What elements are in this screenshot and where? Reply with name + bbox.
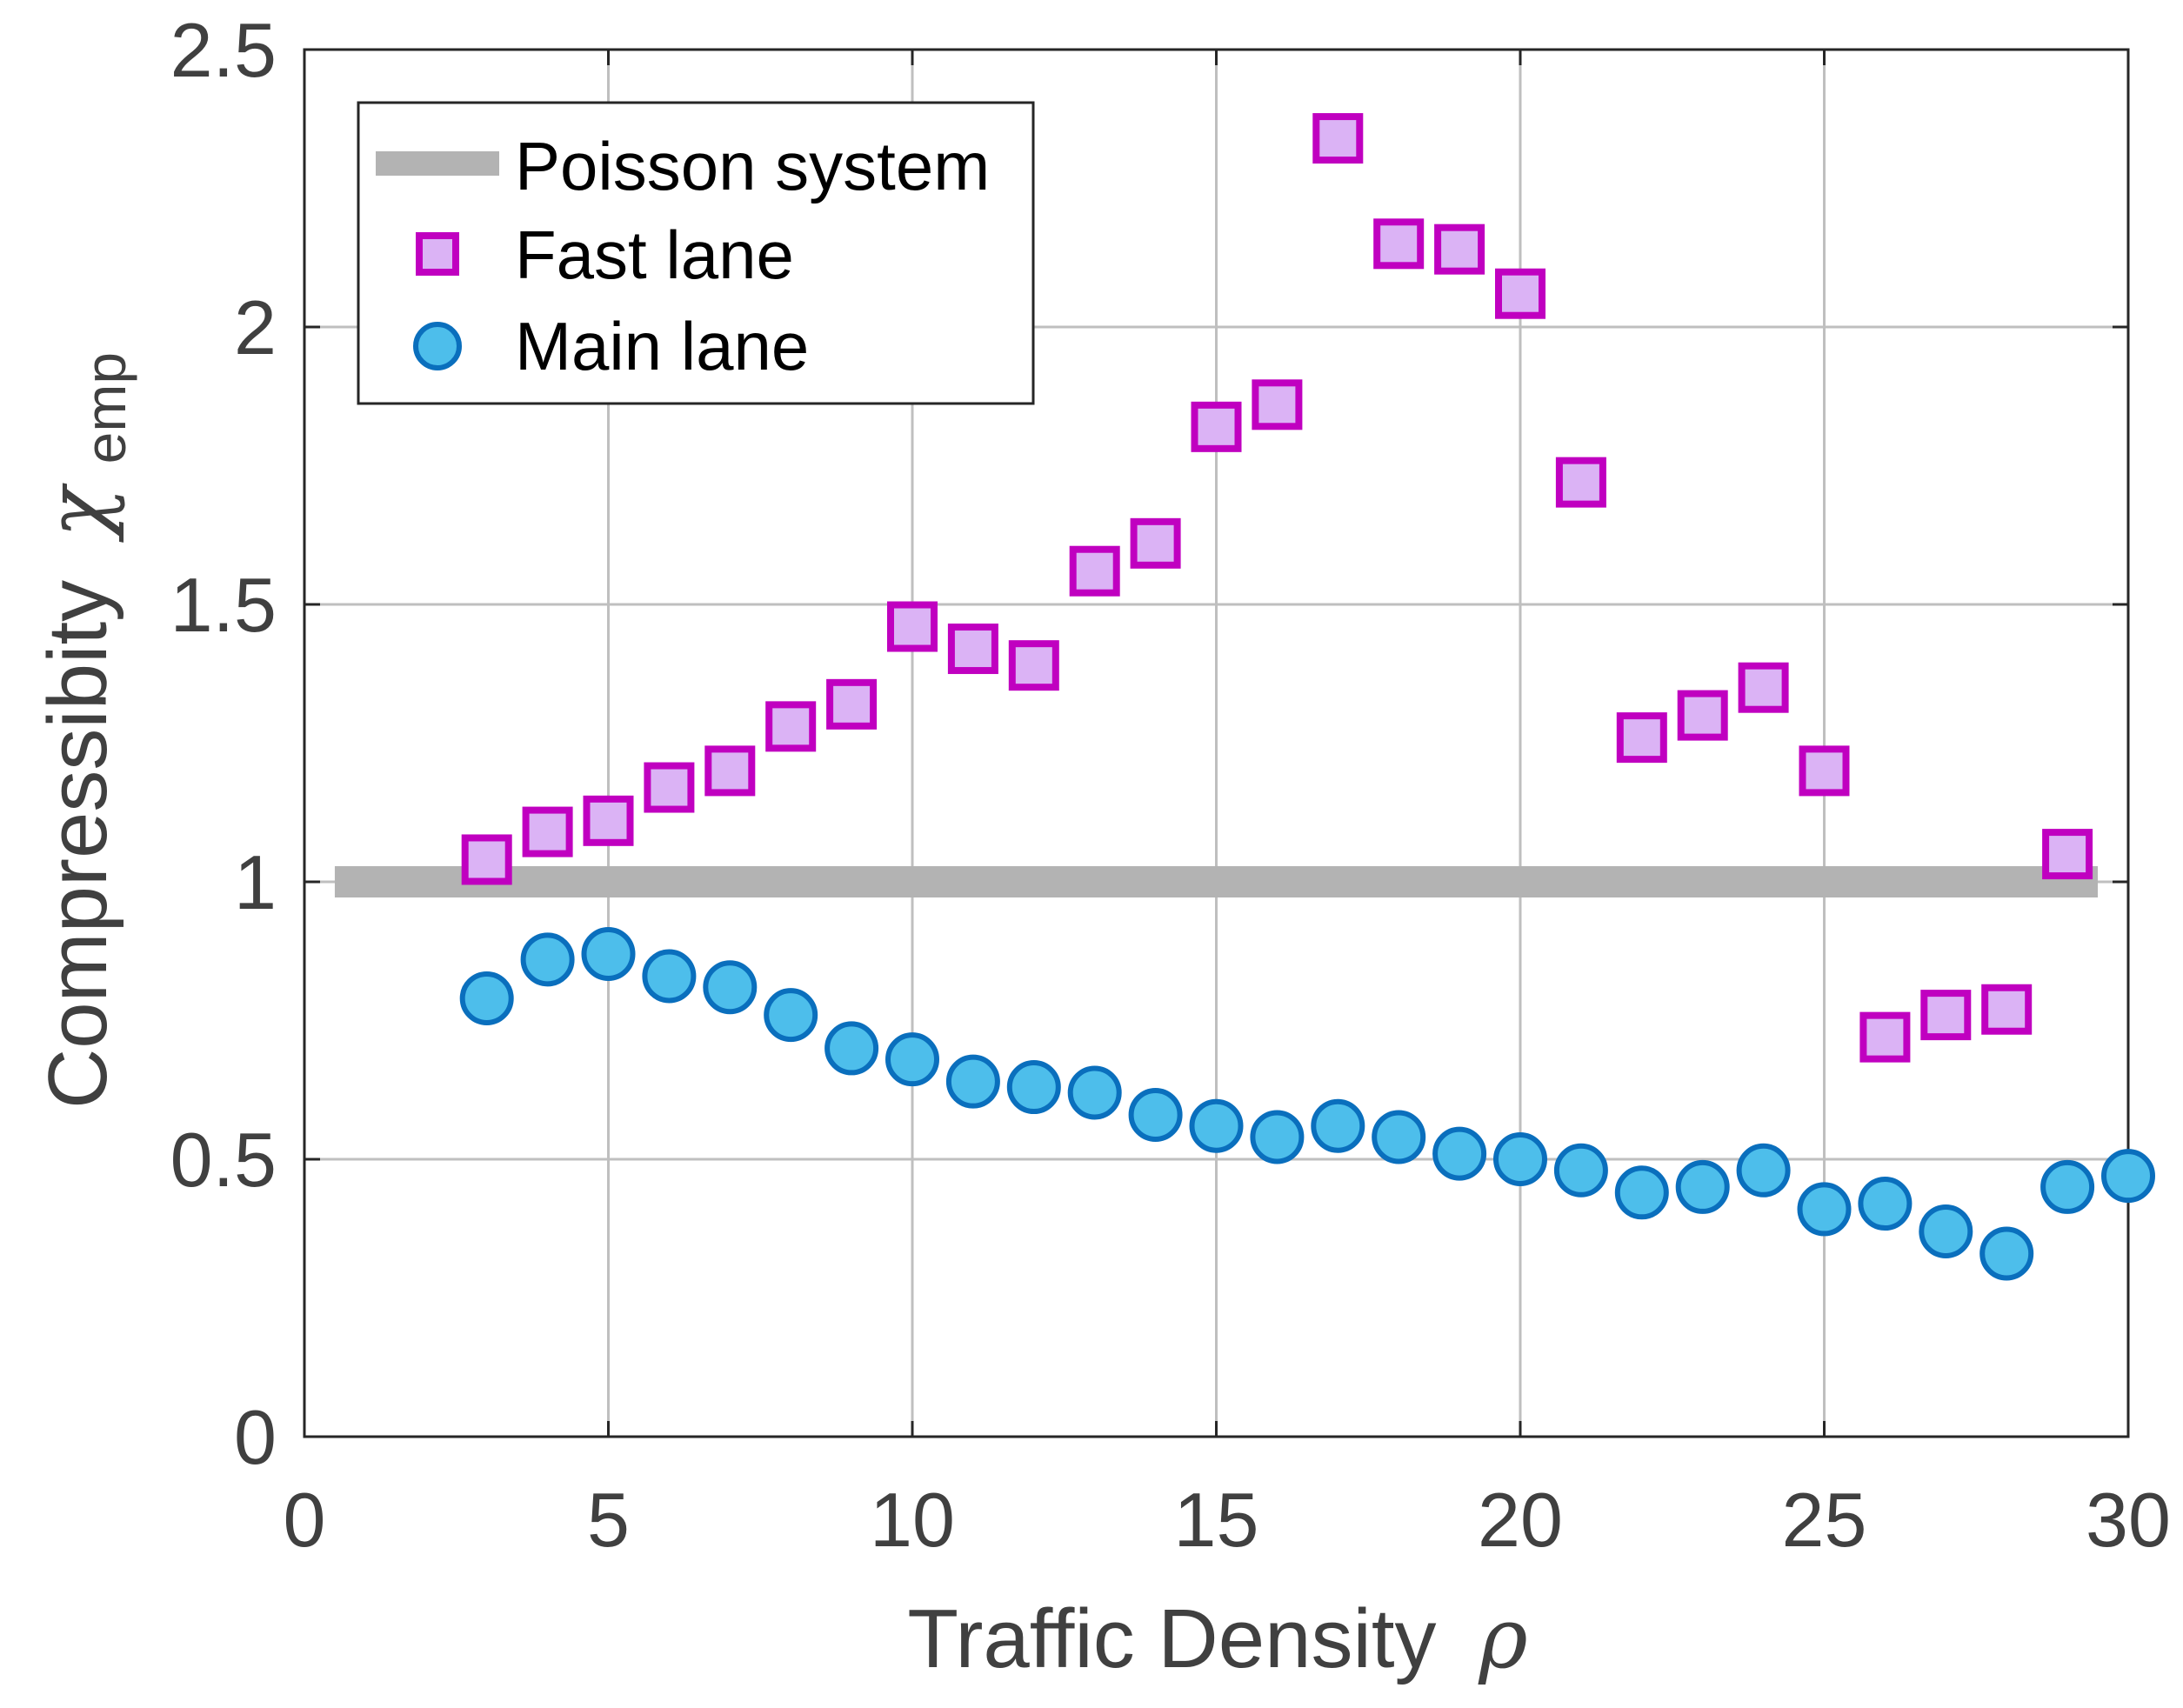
main-lane-point	[1006, 1060, 1061, 1115]
x-tick-label: 20	[1478, 1477, 1563, 1563]
main-lane-point	[1067, 1065, 1122, 1120]
main-lane-point	[2101, 1149, 2155, 1204]
fast-lane-point	[1555, 457, 1606, 508]
fast-lane-point	[2042, 829, 2093, 880]
y-axis-title-text: Compressibity	[31, 580, 124, 1109]
main-lane-point	[1493, 1132, 1547, 1186]
legend-fast-lane-label: Fast lane	[515, 217, 794, 293]
fast-lane-point	[1859, 1011, 1911, 1063]
x-tick-label: 0	[284, 1477, 326, 1563]
main-lane-point	[520, 932, 575, 987]
fast-lane-point	[826, 678, 878, 730]
main-lane-point	[885, 1032, 939, 1087]
fast-lane-point	[1069, 545, 1120, 597]
fast-lane-point	[1312, 113, 1364, 164]
main-lane-point	[1432, 1126, 1487, 1181]
main-lane-point	[1311, 1098, 1365, 1153]
fast-lane-point	[1616, 712, 1667, 764]
fast-lane-point	[1920, 990, 1972, 1041]
main-lane-point	[703, 960, 758, 1015]
fast-lane-point	[1008, 640, 1059, 691]
fast-lane-point	[1252, 379, 1303, 430]
x-tick-label: 15	[1174, 1477, 1259, 1563]
legend: Poisson system Fast lane Main lane	[357, 101, 1035, 405]
fast-lane-point	[947, 624, 998, 675]
x-axis-title-text: Traffic Density	[907, 1592, 1436, 1685]
main-lane-point	[2040, 1159, 2095, 1214]
y-axis-title-subscript: emp	[73, 352, 137, 464]
y-tick-label: 0	[234, 1394, 277, 1480]
main-lane-point	[764, 988, 818, 1043]
main-lane-point	[642, 949, 697, 1004]
main-lane-point	[1128, 1087, 1183, 1142]
y-tick-label: 2.5	[170, 7, 277, 93]
y-tick-label: 2	[234, 284, 277, 370]
axis-ticks: 0 5 10 15 20 25 30 0 0.5 1 1.5 2 2.5	[170, 7, 2171, 1563]
x-tick-label: 30	[2086, 1477, 2171, 1563]
main-lane-point	[1736, 1143, 1791, 1198]
legend-main-lane-marker	[413, 322, 462, 370]
legend-main-lane-label: Main lane	[515, 308, 809, 384]
data-marks	[459, 113, 2155, 1281]
main-lane-point	[1919, 1204, 1973, 1258]
fast-lane-point	[1373, 218, 1425, 270]
main-lane-point	[1553, 1143, 1608, 1198]
fast-lane-point	[1677, 690, 1728, 741]
legend-poisson-swatch	[376, 151, 499, 176]
fast-lane-point	[1130, 517, 1181, 569]
fast-lane-point	[1738, 662, 1789, 713]
y-tick-label: 1	[234, 839, 277, 925]
main-lane-point	[1614, 1165, 1669, 1220]
main-lane-point	[824, 1021, 879, 1076]
y-axis-title: Compressibity χ emp	[29, 352, 137, 1109]
x-tick-label: 5	[587, 1477, 630, 1563]
y-tick-label: 0.5	[170, 1117, 277, 1203]
legend-fast-lane-marker	[416, 232, 459, 276]
fast-lane-point	[644, 762, 695, 813]
main-lane-point	[1979, 1226, 2034, 1281]
fast-lane-point	[1434, 224, 1485, 275]
main-lane-point	[1250, 1110, 1305, 1164]
main-lane-point	[1372, 1110, 1426, 1164]
fast-lane-point	[1799, 745, 1850, 797]
fast-lane-point	[1191, 401, 1242, 452]
legend-poisson-label: Poisson system	[515, 128, 990, 204]
main-lane-point	[459, 971, 514, 1025]
fast-lane-point	[1981, 984, 2033, 1035]
fast-lane-point	[583, 795, 634, 846]
fast-lane-point	[1495, 268, 1545, 319]
x-axis-title-symbol: ρ	[1478, 1590, 1527, 1687]
x-tick-label: 10	[870, 1477, 955, 1563]
x-axis-title: Traffic Density ρ	[907, 1590, 1527, 1687]
fast-lane-point	[461, 834, 512, 885]
main-lane-point	[581, 926, 636, 981]
fast-lane-point	[887, 601, 938, 652]
y-axis-title-symbol: χ	[29, 483, 126, 543]
main-lane-point	[1858, 1177, 1913, 1231]
main-lane-point	[1189, 1098, 1244, 1153]
main-lane-point	[1797, 1182, 1852, 1237]
x-tick-label: 25	[1782, 1477, 1867, 1563]
y-tick-label: 1.5	[170, 562, 277, 648]
main-lane-point	[1675, 1159, 1730, 1214]
fast-lane-point	[522, 806, 573, 857]
main-lane-point	[945, 1054, 1000, 1109]
fast-lane-point	[704, 745, 756, 797]
fast-lane-point	[765, 701, 817, 752]
